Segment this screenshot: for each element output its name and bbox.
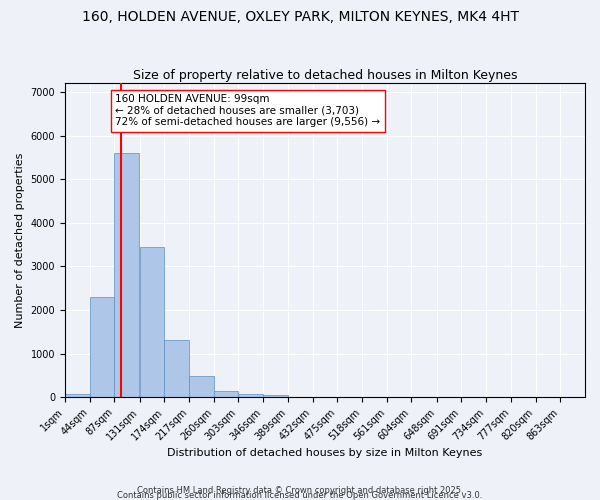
Bar	[140, 246, 164, 397]
X-axis label: Distribution of detached houses by size in Milton Keynes: Distribution of detached houses by size …	[167, 448, 482, 458]
Bar	[164, 340, 189, 397]
Text: 160, HOLDEN AVENUE, OXLEY PARK, MILTON KEYNES, MK4 4HT: 160, HOLDEN AVENUE, OXLEY PARK, MILTON K…	[82, 10, 518, 24]
Bar	[115, 153, 139, 397]
Bar	[89, 297, 115, 397]
Title: Size of property relative to detached houses in Milton Keynes: Size of property relative to detached ho…	[133, 69, 517, 82]
Bar	[214, 390, 238, 397]
Bar	[263, 395, 288, 397]
Text: Contains HM Land Registry data © Crown copyright and database right 2025.: Contains HM Land Registry data © Crown c…	[137, 486, 463, 495]
Bar	[189, 376, 214, 397]
Bar	[238, 394, 263, 397]
Text: Contains public sector information licensed under the Open Government Licence v3: Contains public sector information licen…	[118, 491, 482, 500]
Y-axis label: Number of detached properties: Number of detached properties	[15, 152, 25, 328]
Bar	[65, 394, 89, 397]
Text: 160 HOLDEN AVENUE: 99sqm
← 28% of detached houses are smaller (3,703)
72% of sem: 160 HOLDEN AVENUE: 99sqm ← 28% of detach…	[115, 94, 380, 128]
